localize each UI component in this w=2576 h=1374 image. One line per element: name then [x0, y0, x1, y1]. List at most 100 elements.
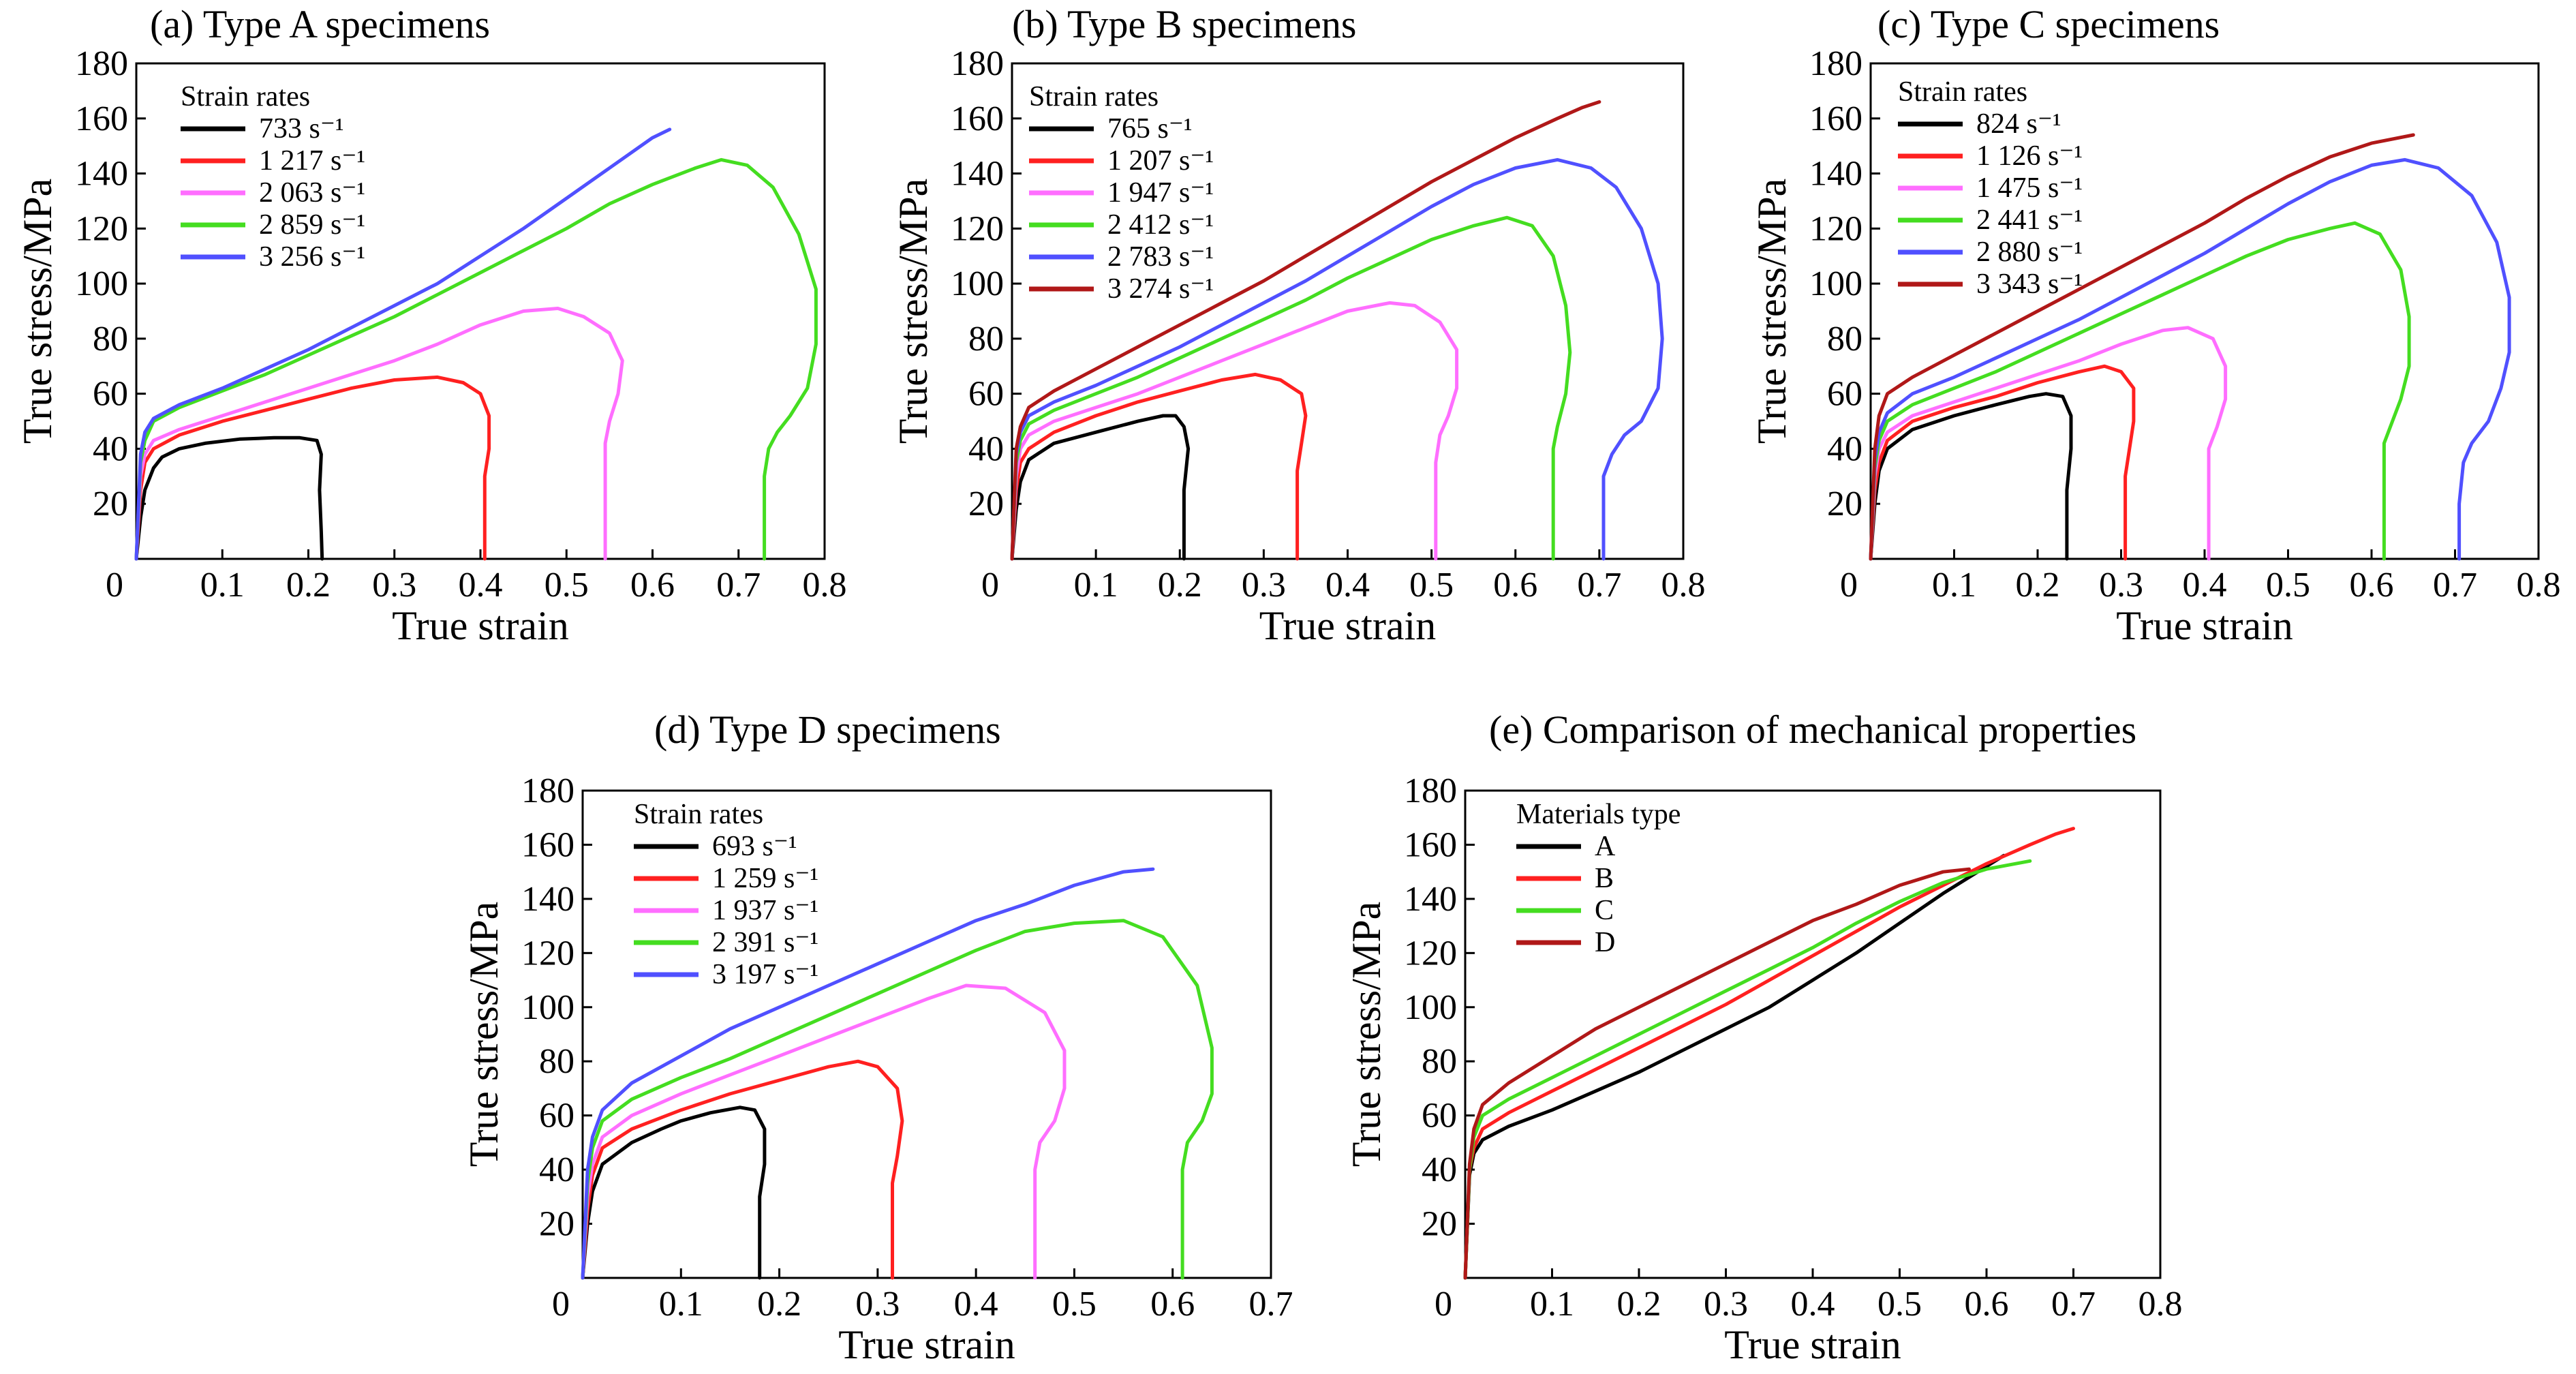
y-tick-label: 180 — [521, 772, 574, 810]
x-tick-label: 0.4 — [954, 1285, 998, 1324]
x-tick-label: 0.3 — [372, 566, 416, 605]
x-tick-label: 0.6 — [630, 566, 675, 605]
x-tick-label: 0.5 — [1052, 1285, 1097, 1324]
y-tick-label: 20 — [93, 485, 128, 523]
legend-title: Strain rates — [1029, 81, 1159, 112]
y-tick-label: 120 — [521, 934, 574, 973]
legend-item-label: 2 063 s⁻¹ — [259, 177, 365, 209]
series-line-2 — [134, 375, 491, 561]
series-line-2 — [1869, 364, 2136, 561]
legend-item-label: 1 937 s⁻¹ — [712, 895, 818, 926]
chart-title: (b) Type B specimens — [1012, 2, 1357, 46]
y-tick-label: 40 — [1827, 429, 1862, 468]
x-tick-label: 0.1 — [659, 1285, 703, 1324]
x-tick-label: 0.2 — [2016, 566, 2060, 605]
legend-item-label: 3 343 s⁻¹ — [1976, 269, 2083, 300]
y-tick-label: 80 — [1827, 320, 1862, 358]
legend-item-label: B — [1595, 863, 1614, 894]
y-tick-label: 20 — [968, 485, 1004, 523]
y-tick-label: 100 — [75, 264, 128, 303]
x-tick-label: 0.7 — [2433, 566, 2477, 605]
y-axis-label: True stress/MPa — [891, 179, 936, 444]
x-tick-label: 0.3 — [2099, 566, 2143, 605]
x-axis-label: True strain — [1259, 603, 1436, 648]
legend-item-label: 765 s⁻¹ — [1107, 113, 1193, 144]
y-tick-label: 140 — [1809, 155, 1862, 194]
legend-item-label: 2 391 s⁻¹ — [712, 927, 818, 958]
plot-frame — [135, 62, 826, 560]
x-tick-label: 0.2 — [757, 1285, 801, 1324]
y-tick-label: 20 — [539, 1205, 574, 1244]
x-tick-label: 0.8 — [803, 566, 847, 605]
series-line-3 — [134, 307, 624, 561]
x-tick-label: 0.4 — [459, 566, 503, 605]
x-axis-label: True strain — [1724, 1322, 1901, 1367]
x-tick-label: 0.5 — [2266, 566, 2310, 605]
x-tick-label: 0.2 — [1158, 566, 1202, 605]
chart-panel-4: (d) Type D specimens 0 0.1 0.2 0.3 0.4 0.5 0.6 0… — [461, 707, 1293, 1367]
chart-panel-2: (b) Type B specimens 0 0.1 0.2 0.3 0.4 0.5 0.6 0… — [891, 2, 1706, 648]
y-tick-label: 80 — [968, 320, 1004, 358]
legend-item-label: D — [1595, 927, 1615, 958]
chart-panel-5: (e) Comparison of mechanical properties 0… — [1344, 707, 2183, 1367]
legend-item-label: 3 256 s⁻¹ — [259, 241, 365, 273]
y-tick-label: 140 — [1404, 880, 1457, 919]
y-tick-label: 20 — [1422, 1205, 1457, 1244]
x-tick-label: 0.8 — [1661, 566, 1706, 605]
series-line-6 — [1010, 100, 1601, 561]
y-axis-label: True stress/MPa — [15, 179, 60, 444]
x-tick-label: 0.6 — [1150, 1285, 1195, 1324]
x-tick-label: 0.1 — [1074, 566, 1118, 605]
legend-title: Strain rates — [1898, 76, 2027, 108]
x-tick-label: 0.8 — [2138, 1285, 2183, 1324]
series-line-3 — [581, 983, 1067, 1280]
series-line-2 — [1463, 827, 2075, 1280]
legend-item-label: 1 126 s⁻¹ — [1976, 140, 2083, 172]
y-tick-label: 180 — [1809, 44, 1862, 83]
y-tick-label: 100 — [521, 988, 574, 1027]
x-tick-label: 0.1 — [1530, 1285, 1574, 1324]
series-line-4 — [1463, 867, 1971, 1280]
y-tick-label: 120 — [1809, 209, 1862, 248]
x-tick-label: 0 — [106, 566, 123, 605]
legend-item-label: A — [1595, 831, 1616, 862]
y-tick-label: 120 — [951, 209, 1004, 248]
chart-title: (a) Type A specimens — [150, 2, 490, 46]
x-tick-label: 0.4 — [1325, 566, 1370, 605]
legend-item-label: 824 s⁻¹ — [1976, 108, 2061, 140]
x-tick-label: 0.7 — [1249, 1285, 1293, 1324]
series-line-3 — [1463, 859, 2032, 1280]
series-line-2 — [581, 1059, 904, 1280]
series-line-6 — [1869, 133, 2415, 561]
chart-panel-3: (c) Type C specimens 0 0.1 0.2 0.3 0.4 0.5 0.6 0… — [1749, 2, 2561, 648]
y-tick-label: 80 — [93, 320, 128, 358]
series-line-5 — [1869, 157, 2511, 561]
series-line-4 — [1010, 215, 1572, 561]
y-tick-label: 60 — [93, 375, 128, 414]
y-tick-label: 120 — [1404, 934, 1457, 973]
legend-item-label: 3 274 s⁻¹ — [1107, 273, 1214, 305]
series-line-4 — [134, 157, 818, 561]
series-line-1 — [581, 1105, 767, 1280]
y-tick-label: 80 — [1422, 1042, 1457, 1081]
y-tick-label: 100 — [1404, 988, 1457, 1027]
plot-frame — [1869, 62, 2540, 560]
series-line-5 — [134, 127, 672, 561]
x-tick-label: 0.7 — [1577, 566, 1621, 605]
x-tick-label: 0.5 — [545, 566, 589, 605]
x-tick-label: 0 — [552, 1285, 570, 1324]
y-tick-label: 180 — [1404, 772, 1457, 810]
chart-title: (e) Comparison of mechanical properties — [1489, 707, 2136, 752]
y-tick-label: 100 — [1809, 264, 1862, 303]
x-tick-label: 0.4 — [2183, 566, 2227, 605]
series-line-1 — [1869, 392, 2073, 561]
legend-item-label: 2 880 s⁻¹ — [1976, 236, 2083, 268]
legend-item-label: 1 947 s⁻¹ — [1107, 177, 1214, 209]
y-axis-label: True stress/MPa — [1749, 179, 1794, 444]
series-line-1 — [1010, 414, 1191, 561]
y-tick-label: 160 — [521, 825, 574, 864]
y-tick-label: 60 — [1422, 1097, 1457, 1135]
legend-item-label: 693 s⁻¹ — [712, 831, 797, 862]
x-tick-label: 0 — [1435, 1285, 1452, 1324]
